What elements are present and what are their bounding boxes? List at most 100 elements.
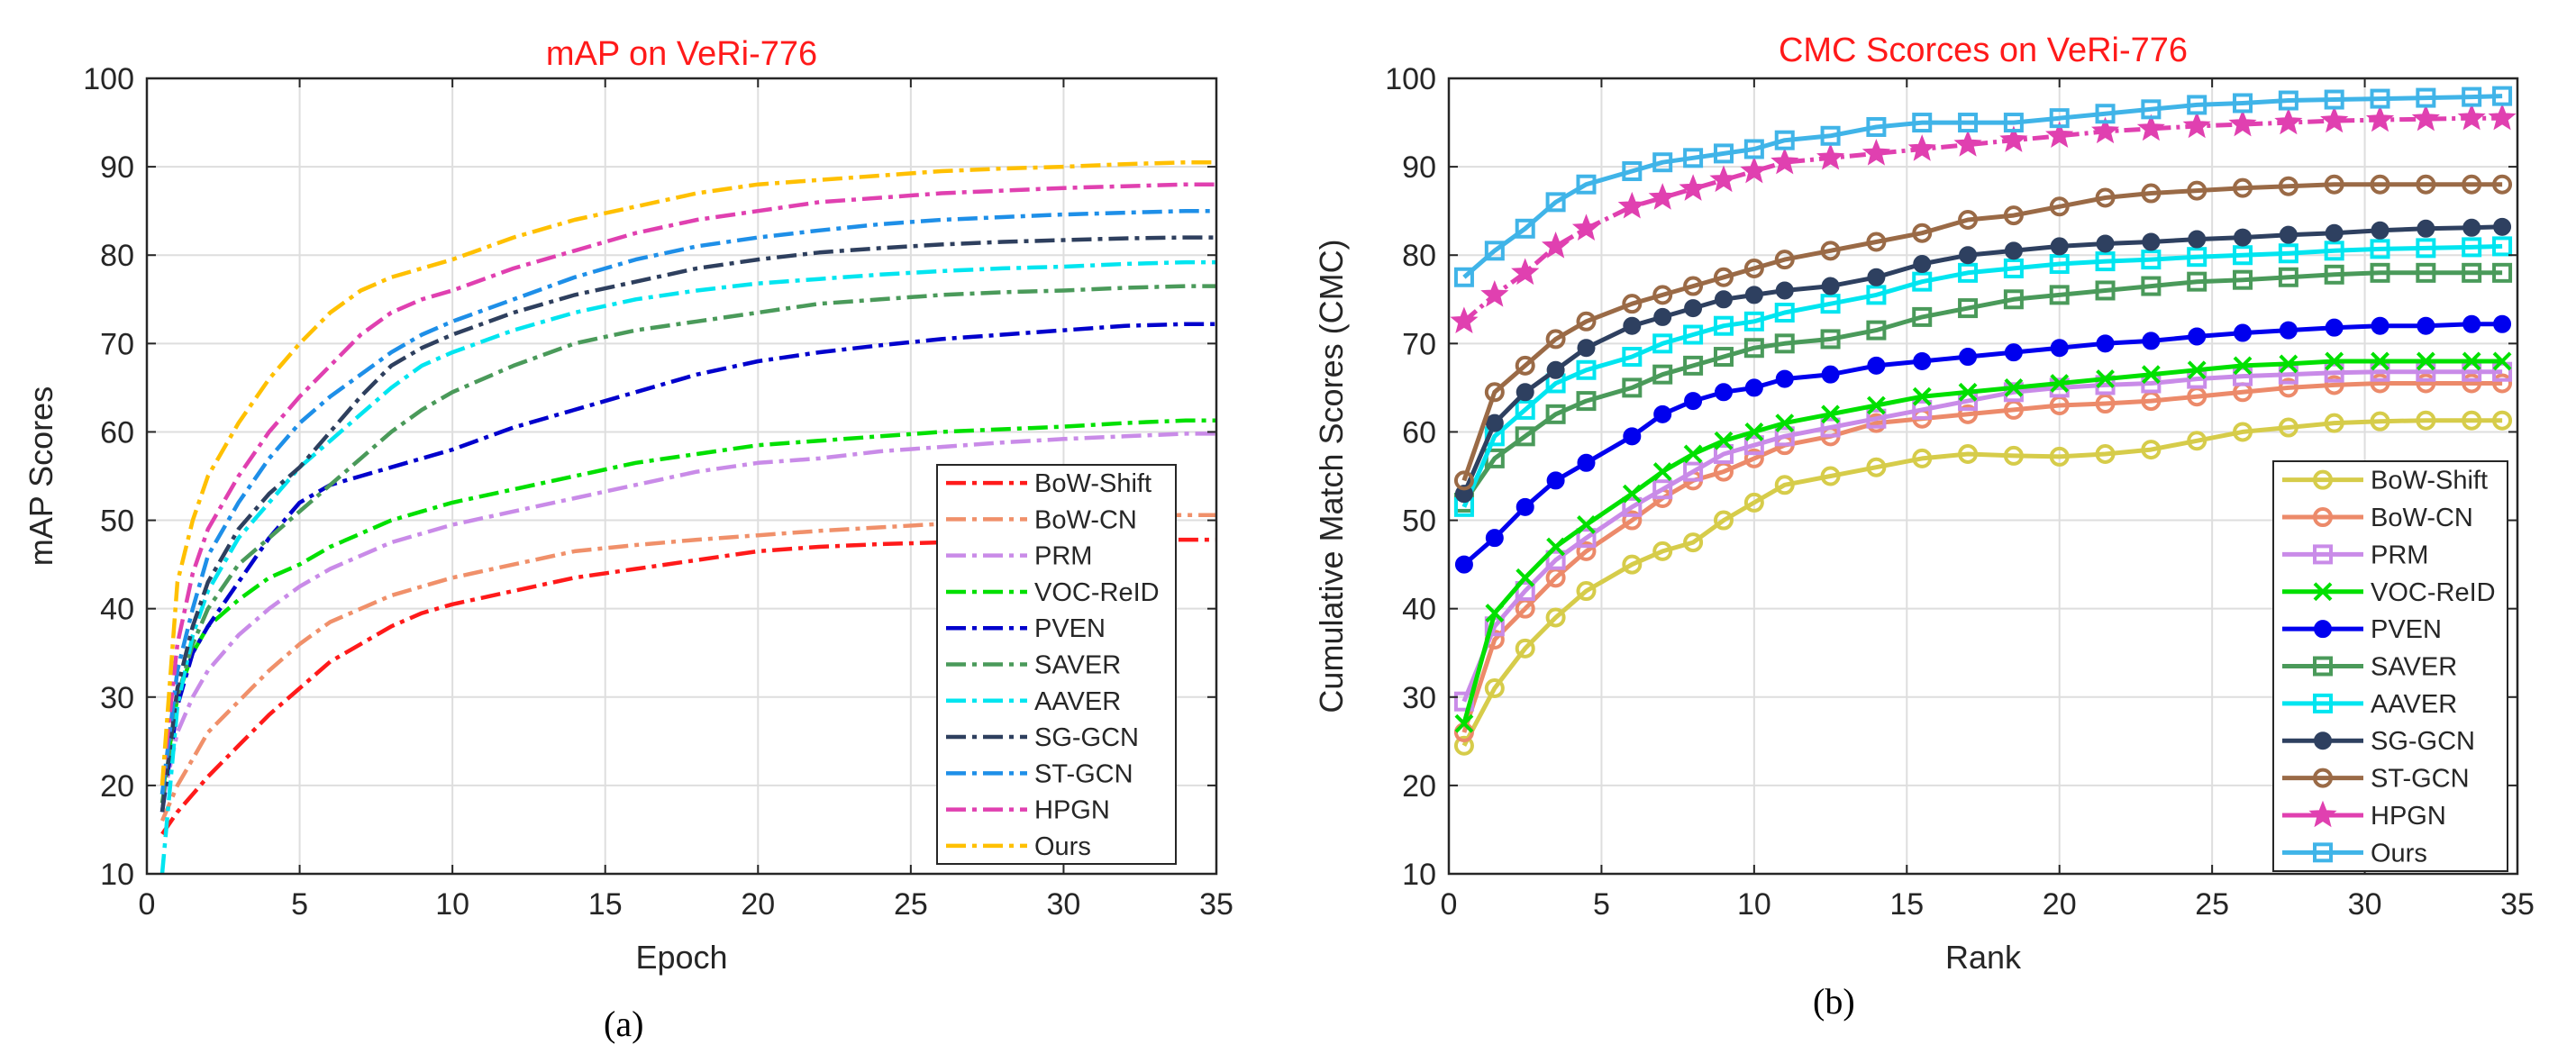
- y-tick-label: 100: [83, 62, 134, 96]
- data-point: [2278, 377, 2298, 398]
- y-tick-label: 30: [1402, 681, 1436, 715]
- data-point: [1516, 568, 1535, 587]
- data-point: [2457, 103, 2486, 131]
- data-point: [2370, 262, 2390, 283]
- x-tick-label: 10: [1737, 887, 1771, 922]
- data-point: [2182, 111, 2211, 139]
- data-point: [2416, 262, 2436, 283]
- data-point: [1516, 497, 1534, 516]
- y-axis-label: Cumulative Match Scores (CMC): [1313, 239, 1350, 713]
- y-tick-label: 10: [1402, 858, 1436, 892]
- data-point: [1648, 183, 1677, 210]
- y-tick-label: 40: [100, 593, 134, 627]
- series-voc-reid: [159, 418, 1216, 795]
- data-point: [2233, 269, 2253, 290]
- data-point: [1820, 329, 1841, 350]
- series-line: [1461, 418, 2503, 747]
- series-line: [159, 432, 1216, 804]
- x-tick-label: 0: [1441, 887, 1458, 922]
- legend-item: VOC-ReID: [946, 578, 1160, 607]
- legend-label: BoW-Shift: [2371, 467, 2488, 495]
- series-line: [159, 182, 1216, 786]
- data-point: [1653, 404, 1672, 423]
- data-point: [2325, 223, 2344, 242]
- data-point: [2278, 267, 2298, 287]
- data-point: [1775, 413, 1795, 433]
- legend-label: BoW-CN: [2371, 504, 2473, 532]
- data-point: [2187, 180, 2207, 201]
- data-point: [1775, 281, 1794, 300]
- data-point: [2141, 99, 2162, 120]
- x-tick-label: 5: [1593, 887, 1610, 922]
- series-line: [1461, 369, 2503, 703]
- legend-marker: [2313, 544, 2333, 565]
- data-point: [1743, 435, 1764, 456]
- legend-label: PVEN: [2371, 615, 2442, 644]
- data-point: [1820, 466, 1841, 486]
- series-bow-cn: [159, 513, 1216, 822]
- data-point: [1958, 443, 1979, 464]
- legend-item: BoW-Shift: [946, 469, 1151, 498]
- data-point: [1622, 161, 1643, 182]
- x-tick-label: 25: [2195, 887, 2229, 922]
- data-point: [1958, 404, 1979, 424]
- series-line: [159, 284, 1216, 804]
- data-point: [2492, 373, 2513, 394]
- data-point: [1821, 277, 1840, 295]
- y-tick-label: 30: [100, 681, 134, 715]
- data-point: [2233, 177, 2253, 198]
- legend-item: HPGN: [2282, 800, 2446, 831]
- legend-marker: [2313, 768, 2333, 788]
- data-point: [2233, 245, 2253, 266]
- data-point: [2462, 351, 2481, 371]
- legend: BoW-Shift BoW-CN PRM VOC-ReID PVEN SAVER AAVER…: [936, 464, 1177, 865]
- data-point: [2370, 373, 2390, 394]
- data-point: [1683, 276, 1704, 296]
- legend-item: SAVER: [946, 651, 1121, 680]
- series-ours: [159, 159, 1216, 786]
- data-point: [1652, 462, 1672, 482]
- legend-marker: [2313, 842, 2333, 863]
- x-tick-label: 35: [2500, 887, 2535, 922]
- data-point: [1484, 241, 1505, 261]
- x-tick-label: 5: [291, 887, 308, 922]
- chart-1: 0 5 10 15 20 25 30 35 10 20 30 40 50 60 70 80 90 100 mAP o…: [23, 35, 1233, 976]
- data-point: [2049, 446, 2070, 467]
- data-point: [1913, 351, 1932, 370]
- data-point: [1546, 471, 1565, 490]
- series-prm: [1453, 361, 2513, 712]
- data-point: [1770, 147, 1799, 175]
- series-hpgn: [159, 182, 1216, 786]
- data-point: [1571, 214, 1601, 241]
- data-point: [1683, 324, 1704, 345]
- data-point: [1684, 392, 1703, 411]
- legend-item: BoW-CN: [2282, 504, 2473, 532]
- data-point: [2095, 394, 2116, 414]
- data-point: [1683, 148, 1704, 168]
- data-point: [2234, 228, 2253, 247]
- data-point: [1821, 404, 1840, 424]
- data-point: [2141, 250, 2162, 270]
- data-point: [2091, 116, 2120, 144]
- series-line: [1461, 243, 2503, 508]
- data-point: [2278, 417, 2298, 438]
- data-point: [2049, 254, 2070, 275]
- data-point: [1617, 191, 1646, 219]
- series-line: [159, 235, 1216, 813]
- data-point: [1953, 130, 1982, 157]
- data-point: [2493, 314, 2512, 333]
- legend-marker: [2313, 582, 2333, 602]
- data-point: [1820, 417, 1841, 438]
- data-point: [1485, 529, 1504, 548]
- y-tick-label: 20: [100, 769, 134, 804]
- data-point: [1511, 258, 1540, 286]
- data-point: [2493, 217, 2512, 236]
- data-point: [1912, 386, 1932, 406]
- data-point: [1652, 285, 1673, 305]
- legend-item: PVEN: [2282, 615, 2442, 644]
- data-point: [1546, 537, 1566, 557]
- y-tick-label: 90: [1402, 150, 1436, 185]
- data-point: [1867, 356, 1886, 375]
- data-point: [1577, 339, 1596, 358]
- data-point: [2095, 251, 2116, 272]
